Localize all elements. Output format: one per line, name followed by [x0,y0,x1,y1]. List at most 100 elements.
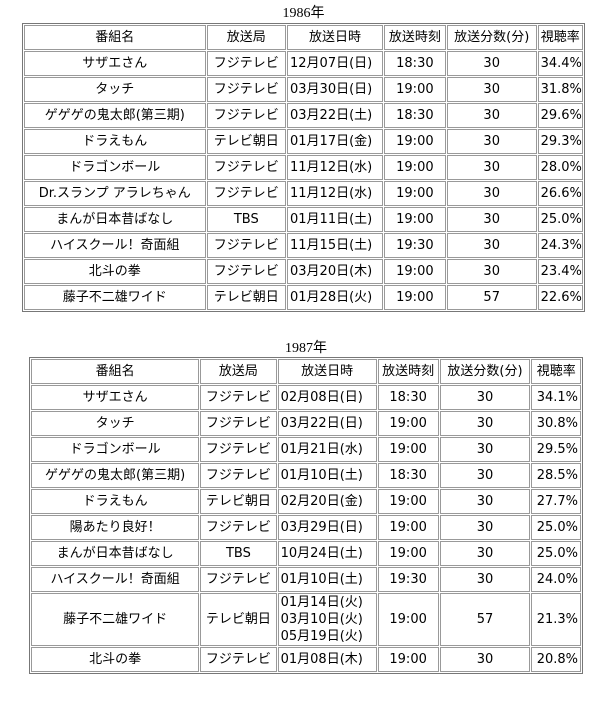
data-row: タッチ フジテレビ 03月30日(日) 19:00 30 31.8% [24,77,583,102]
date-cell: 11月12日(水) [287,155,383,180]
time-cell: 19:00 [377,515,439,540]
date-line: 03月22日(土) [290,108,373,123]
station-cell: フジテレビ [200,411,277,436]
program-cell: 藤子不二雄ワイド [31,593,200,646]
time-cell: 19:00 [383,207,446,232]
data-row: 陽あたり良好！ フジテレビ 03月29日(日) 19:00 30 25.0% [31,515,581,540]
date-line: 03月22日(日) [280,416,363,431]
program-cell: Dr.スランプ アラレちゃん [24,181,206,206]
station-cell: フジテレビ [200,647,277,672]
date-line: 11月12日(水) [290,160,373,175]
time-cell: 19:00 [377,437,439,462]
header-cell: 放送時刻 [377,359,439,384]
rating-cell: 34.1% [531,385,581,410]
minutes-cell: 30 [446,233,537,258]
minutes-cell: 30 [439,647,531,672]
station-cell: フジテレビ [206,181,286,206]
station-cell: テレビ朝日 [200,593,277,646]
data-row: ハイスクール！奇面組 フジテレビ 11月15日(土) 19:30 30 24.3% [24,233,583,258]
data-row: まんが日本昔ばなし TBS 10月24日(土) 19:00 30 25.0% [31,541,581,566]
date-cell: 01月17日(金) [287,129,383,154]
header-cell: 放送日時 [287,25,383,50]
header-cell: 放送局 [206,25,286,50]
rating-cell: 24.3% [537,233,583,258]
data-row: サザエさん フジテレビ 12月07日(日) 18:30 30 34.4% [24,51,583,76]
date-cell: 01月21日(水) [277,437,377,462]
program-cell: 藤子不二雄ワイド [24,285,206,310]
time-cell: 19:30 [377,567,439,592]
rating-cell: 34.4% [537,51,583,76]
date-line: 03月10日(火) [280,612,363,627]
minutes-cell: 30 [439,541,531,566]
table-caption: 1986年 [282,6,325,21]
station-cell: フジテレビ [206,103,286,128]
program-cell: サザエさん [31,385,200,410]
rating-cell: 25.0% [531,515,581,540]
station-cell: フジテレビ [200,515,277,540]
rating-cell: 31.8% [537,77,583,102]
minutes-cell: 30 [446,103,537,128]
program-cell: ゲゲゲの鬼太郎(第三期) [31,463,200,488]
data-row: 北斗の拳 フジテレビ 03月20日(木) 19:00 30 23.4% [24,259,583,284]
time-cell: 18:30 [377,463,439,488]
station-cell: テレビ朝日 [206,129,286,154]
minutes-cell: 30 [439,567,531,592]
date-cell: 11月12日(水) [287,181,383,206]
station-cell: テレビ朝日 [206,285,286,310]
rating-cell: 22.6% [537,285,583,310]
date-cell: 11月15日(土) [287,233,383,258]
date-line: 05月19日(火) [280,629,363,644]
rating-cell: 24.0% [531,567,581,592]
date-cell: 01月10日(土) [277,567,377,592]
data-row: ドラゴンボール フジテレビ 01月21日(水) 19:00 30 29.5% [31,437,581,462]
rating-cell: 27.7% [531,489,581,514]
header-cell: 放送時刻 [383,25,446,50]
date-cell: 01月11日(土) [287,207,383,232]
header-cell: 放送日時 [277,359,377,384]
header-cell: 放送局 [200,359,277,384]
ratings-table: 番組名 放送局 放送日時 放送時刻 放送分数(分) 視聴率 サザエさん フジテレビ 12月07日… [22,23,585,312]
time-cell: 19:00 [377,593,439,646]
rating-cell: 23.4% [537,259,583,284]
date-cell: 01月14日(火) 03月10日(火) 05月19日(火) [277,593,377,646]
station-cell: フジテレビ [200,437,277,462]
date-cell: 10月24日(土) [277,541,377,566]
minutes-cell: 30 [439,411,531,436]
minutes-cell: 30 [446,259,537,284]
time-cell: 18:30 [377,385,439,410]
data-row: タッチ フジテレビ 03月22日(日) 19:00 30 30.8% [31,411,581,436]
header-cell: 番組名 [31,359,200,384]
time-cell: 19:00 [383,77,446,102]
header-cell: 視聴率 [531,359,581,384]
data-row: 北斗の拳 フジテレビ 01月08日(木) 19:00 30 20.8% [31,647,581,672]
station-cell: フジテレビ [206,259,286,284]
station-cell: フジテレビ [200,567,277,592]
ratings-table: 番組名 放送局 放送日時 放送時刻 放送分数(分) 視聴率 サザエさん フジテレビ 02月08日… [29,357,583,674]
station-cell: フジテレビ [206,77,286,102]
rating-cell: 28.0% [537,155,583,180]
date-cell: 03月30日(日) [287,77,383,102]
data-row: ドラえもん テレビ朝日 01月17日(金) 19:00 30 29.3% [24,129,583,154]
program-cell: ゲゲゲの鬼太郎(第三期) [24,103,206,128]
program-cell: サザエさん [24,51,206,76]
station-cell: TBS [200,541,277,566]
date-line: 01月28日(火) [290,290,373,305]
data-row: サザエさん フジテレビ 02月08日(日) 18:30 30 34.1% [31,385,581,410]
rating-cell: 30.8% [531,411,581,436]
program-cell: ハイスクール！奇面組 [31,567,200,592]
time-cell: 18:30 [383,51,446,76]
program-cell: ドラえもん [24,129,206,154]
header-cell: 視聴率 [537,25,583,50]
data-row: Dr.スランプ アラレちゃん フジテレビ 11月12日(水) 19:00 30 26.6% [24,181,583,206]
date-cell: 03月20日(木) [287,259,383,284]
time-cell: 19:00 [383,259,446,284]
date-line: 03月29日(日) [280,520,363,535]
program-cell: タッチ [24,77,206,102]
date-line: 10月24日(土) [280,546,363,561]
date-line: 01月17日(金) [290,134,373,149]
data-row: 藤子不二雄ワイド テレビ朝日 01月28日(火) 19:00 57 22.6% [24,285,583,310]
date-cell: 12月07日(日) [287,51,383,76]
time-cell: 19:00 [377,541,439,566]
date-cell: 01月28日(火) [287,285,383,310]
minutes-cell: 30 [439,385,531,410]
